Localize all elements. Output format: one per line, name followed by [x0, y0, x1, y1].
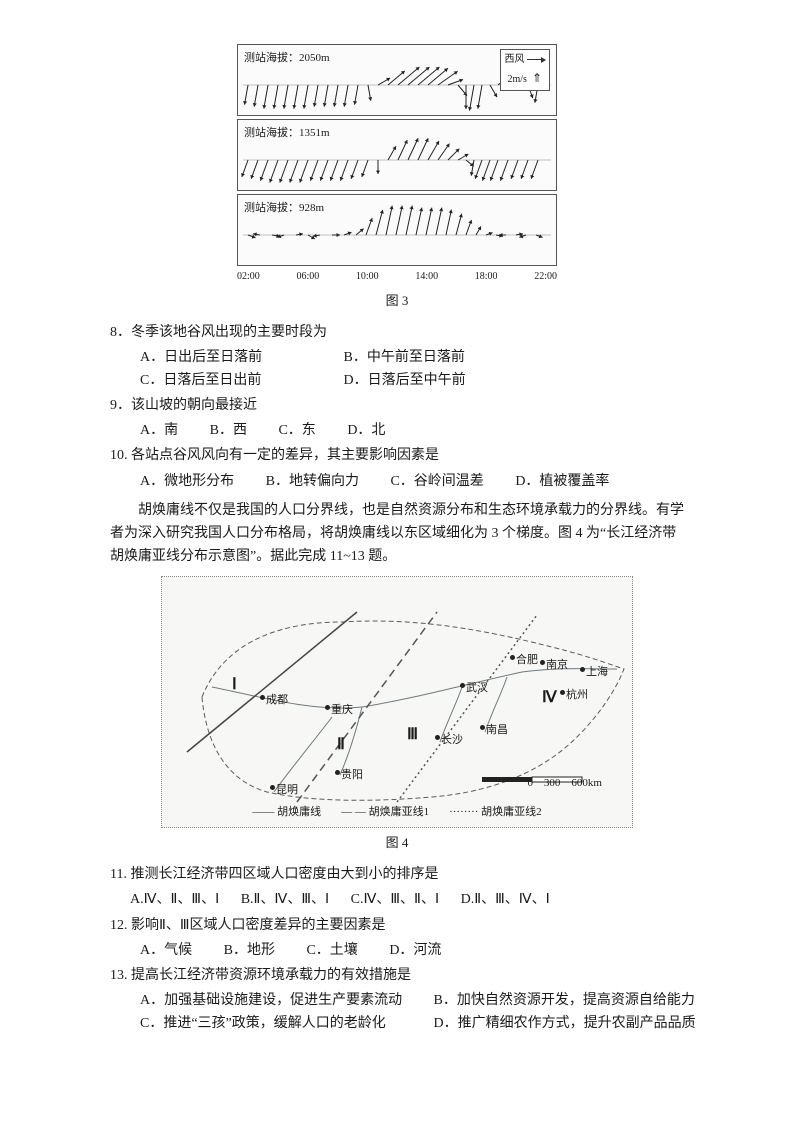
- panel-label: 测站海拔：1351m: [244, 124, 330, 142]
- city-dot: [510, 655, 515, 660]
- xaxis-tick: 10:00: [356, 269, 379, 286]
- region-label: Ⅱ: [337, 732, 345, 758]
- q8-stem: 8．冬季该地谷风出现的主要时段为: [110, 321, 724, 344]
- region-label: Ⅳ: [542, 685, 557, 711]
- city-dot: [325, 705, 330, 710]
- city-label: 南昌: [486, 721, 508, 739]
- city-label: 杭州: [566, 686, 588, 704]
- q12-opt-a: A．气候: [140, 939, 192, 962]
- city-label: 上海: [586, 663, 608, 681]
- q10-opt-c: C．谷岭间温差: [390, 470, 483, 493]
- q10-opt-b: B．地转偏向力: [266, 470, 359, 493]
- q8-opt-d: D．日落后至中午前: [344, 369, 544, 392]
- xaxis-tick: 18:00: [475, 269, 498, 286]
- q10-stem: 10. 各站点谷风风向有一定的差异，其主要影响因素是: [110, 444, 724, 467]
- q9-stem: 9．该山坡的朝向最接近: [110, 394, 724, 417]
- city-dot: [480, 725, 485, 730]
- q13-opt-a: A．加强基础设施建设，促进生产要素流动: [140, 989, 430, 1012]
- xaxis-tick: 14:00: [415, 269, 438, 286]
- city-dot: [335, 770, 340, 775]
- q12-opt-d: D．河流: [389, 939, 441, 962]
- q11-opt-a: A.Ⅳ、Ⅱ、Ⅲ、Ⅰ: [130, 888, 219, 911]
- passage-hu-line: 胡焕庸线不仅是我国的人口分界线，也是自然资源分布和生态环境承载力的分界线。有学者…: [110, 499, 684, 568]
- q13-opt-d: D．推广精细农作方式，提升农副产品品质: [434, 1012, 724, 1035]
- figure-3-caption: 图 3: [70, 290, 724, 311]
- wind-panel: 测站海拔：2050m 西风 2m/s ⇑: [237, 44, 557, 116]
- city-label: 成都: [266, 691, 288, 709]
- xaxis-tick: 02:00: [237, 269, 260, 286]
- city-label: 昆明: [276, 781, 298, 799]
- q11-opt-c: C.Ⅳ、Ⅲ、Ⅱ、Ⅰ: [351, 888, 439, 911]
- q10-opt-a: A．微地形分布: [140, 470, 234, 493]
- city-dot: [580, 667, 585, 672]
- wind-legend: 西风 2m/s ⇑: [500, 49, 551, 91]
- q8-opt-a: A．日出后至日落前: [140, 346, 340, 369]
- panel-label: 测站海拔：928m: [244, 199, 324, 217]
- q10-opt-d: D．植被覆盖率: [515, 470, 609, 493]
- city-label: 南京: [546, 656, 568, 674]
- xaxis-tick: 06:00: [296, 269, 319, 286]
- q12-opt-c: C．土壤: [306, 939, 357, 962]
- city-label: 贵阳: [341, 766, 363, 784]
- city-label: 重庆: [331, 701, 353, 719]
- q8-opt-b: B．中午前至日落前: [344, 346, 544, 369]
- q8-opt-c: C．日落后至日出前: [140, 369, 340, 392]
- map-scale: 0 300 600km: [527, 774, 602, 792]
- region-label: Ⅰ: [232, 672, 237, 698]
- figure-4: 成都重庆贵阳昆明 长沙 南昌 武汉 合肥南京上海杭州 Ⅰ Ⅱ Ⅲ Ⅳ 0 300 600km —— …: [70, 576, 724, 828]
- q9-opt-a: A．南: [140, 419, 178, 442]
- city-dot: [540, 660, 545, 665]
- q11-stem: 11. 推测长江经济带四区域人口密度由大到小的排序是: [110, 863, 724, 886]
- city-label: 合肥: [516, 651, 538, 669]
- figure-3: 测站海拔：2050m 西风 2m/s ⇑ 测站海拔：1351m 测站海拔：928m 0…: [70, 44, 724, 286]
- q11-opt-d: D.Ⅱ、Ⅲ、Ⅳ、Ⅰ: [461, 888, 550, 911]
- q12-opt-b: B．地形: [224, 939, 275, 962]
- city-dot: [560, 690, 565, 695]
- q13-opt-b: B．加快自然资源开发，提高资源自给能力: [434, 989, 724, 1012]
- q9-opt-c: C．东: [278, 419, 315, 442]
- city-dot: [260, 695, 265, 700]
- q9-opt-b: B．西: [210, 419, 247, 442]
- city-dot: [460, 683, 465, 688]
- q9-opt-d: D．北: [347, 419, 385, 442]
- q12-stem: 12. 影响Ⅱ、Ⅲ区域人口密度差异的主要因素是: [110, 914, 724, 937]
- q13-opt-c: C．推进“三孩”政策，缓解人口的老龄化: [140, 1012, 430, 1035]
- q13-stem: 13. 提高长江经济带资源环境承载力的有效措施是: [110, 964, 724, 987]
- city-dot: [435, 735, 440, 740]
- wind-panel: 测站海拔：1351m: [237, 119, 557, 191]
- city-label: 长沙: [441, 731, 463, 749]
- city-dot: [270, 785, 275, 790]
- region-label: Ⅲ: [407, 722, 418, 748]
- xaxis-tick: 22:00: [534, 269, 557, 286]
- panel-label: 测站海拔：2050m: [244, 49, 330, 67]
- wind-panel: 测站海拔：928m: [237, 194, 557, 266]
- figure-4-caption: 图 4: [70, 832, 724, 853]
- map-legend: —— 胡焕庸线— — 胡焕庸亚线1········ 胡焕庸亚线2: [162, 803, 632, 821]
- city-label: 武汉: [466, 679, 488, 697]
- q11-opt-b: B.Ⅱ、Ⅳ、Ⅲ、Ⅰ: [241, 888, 329, 911]
